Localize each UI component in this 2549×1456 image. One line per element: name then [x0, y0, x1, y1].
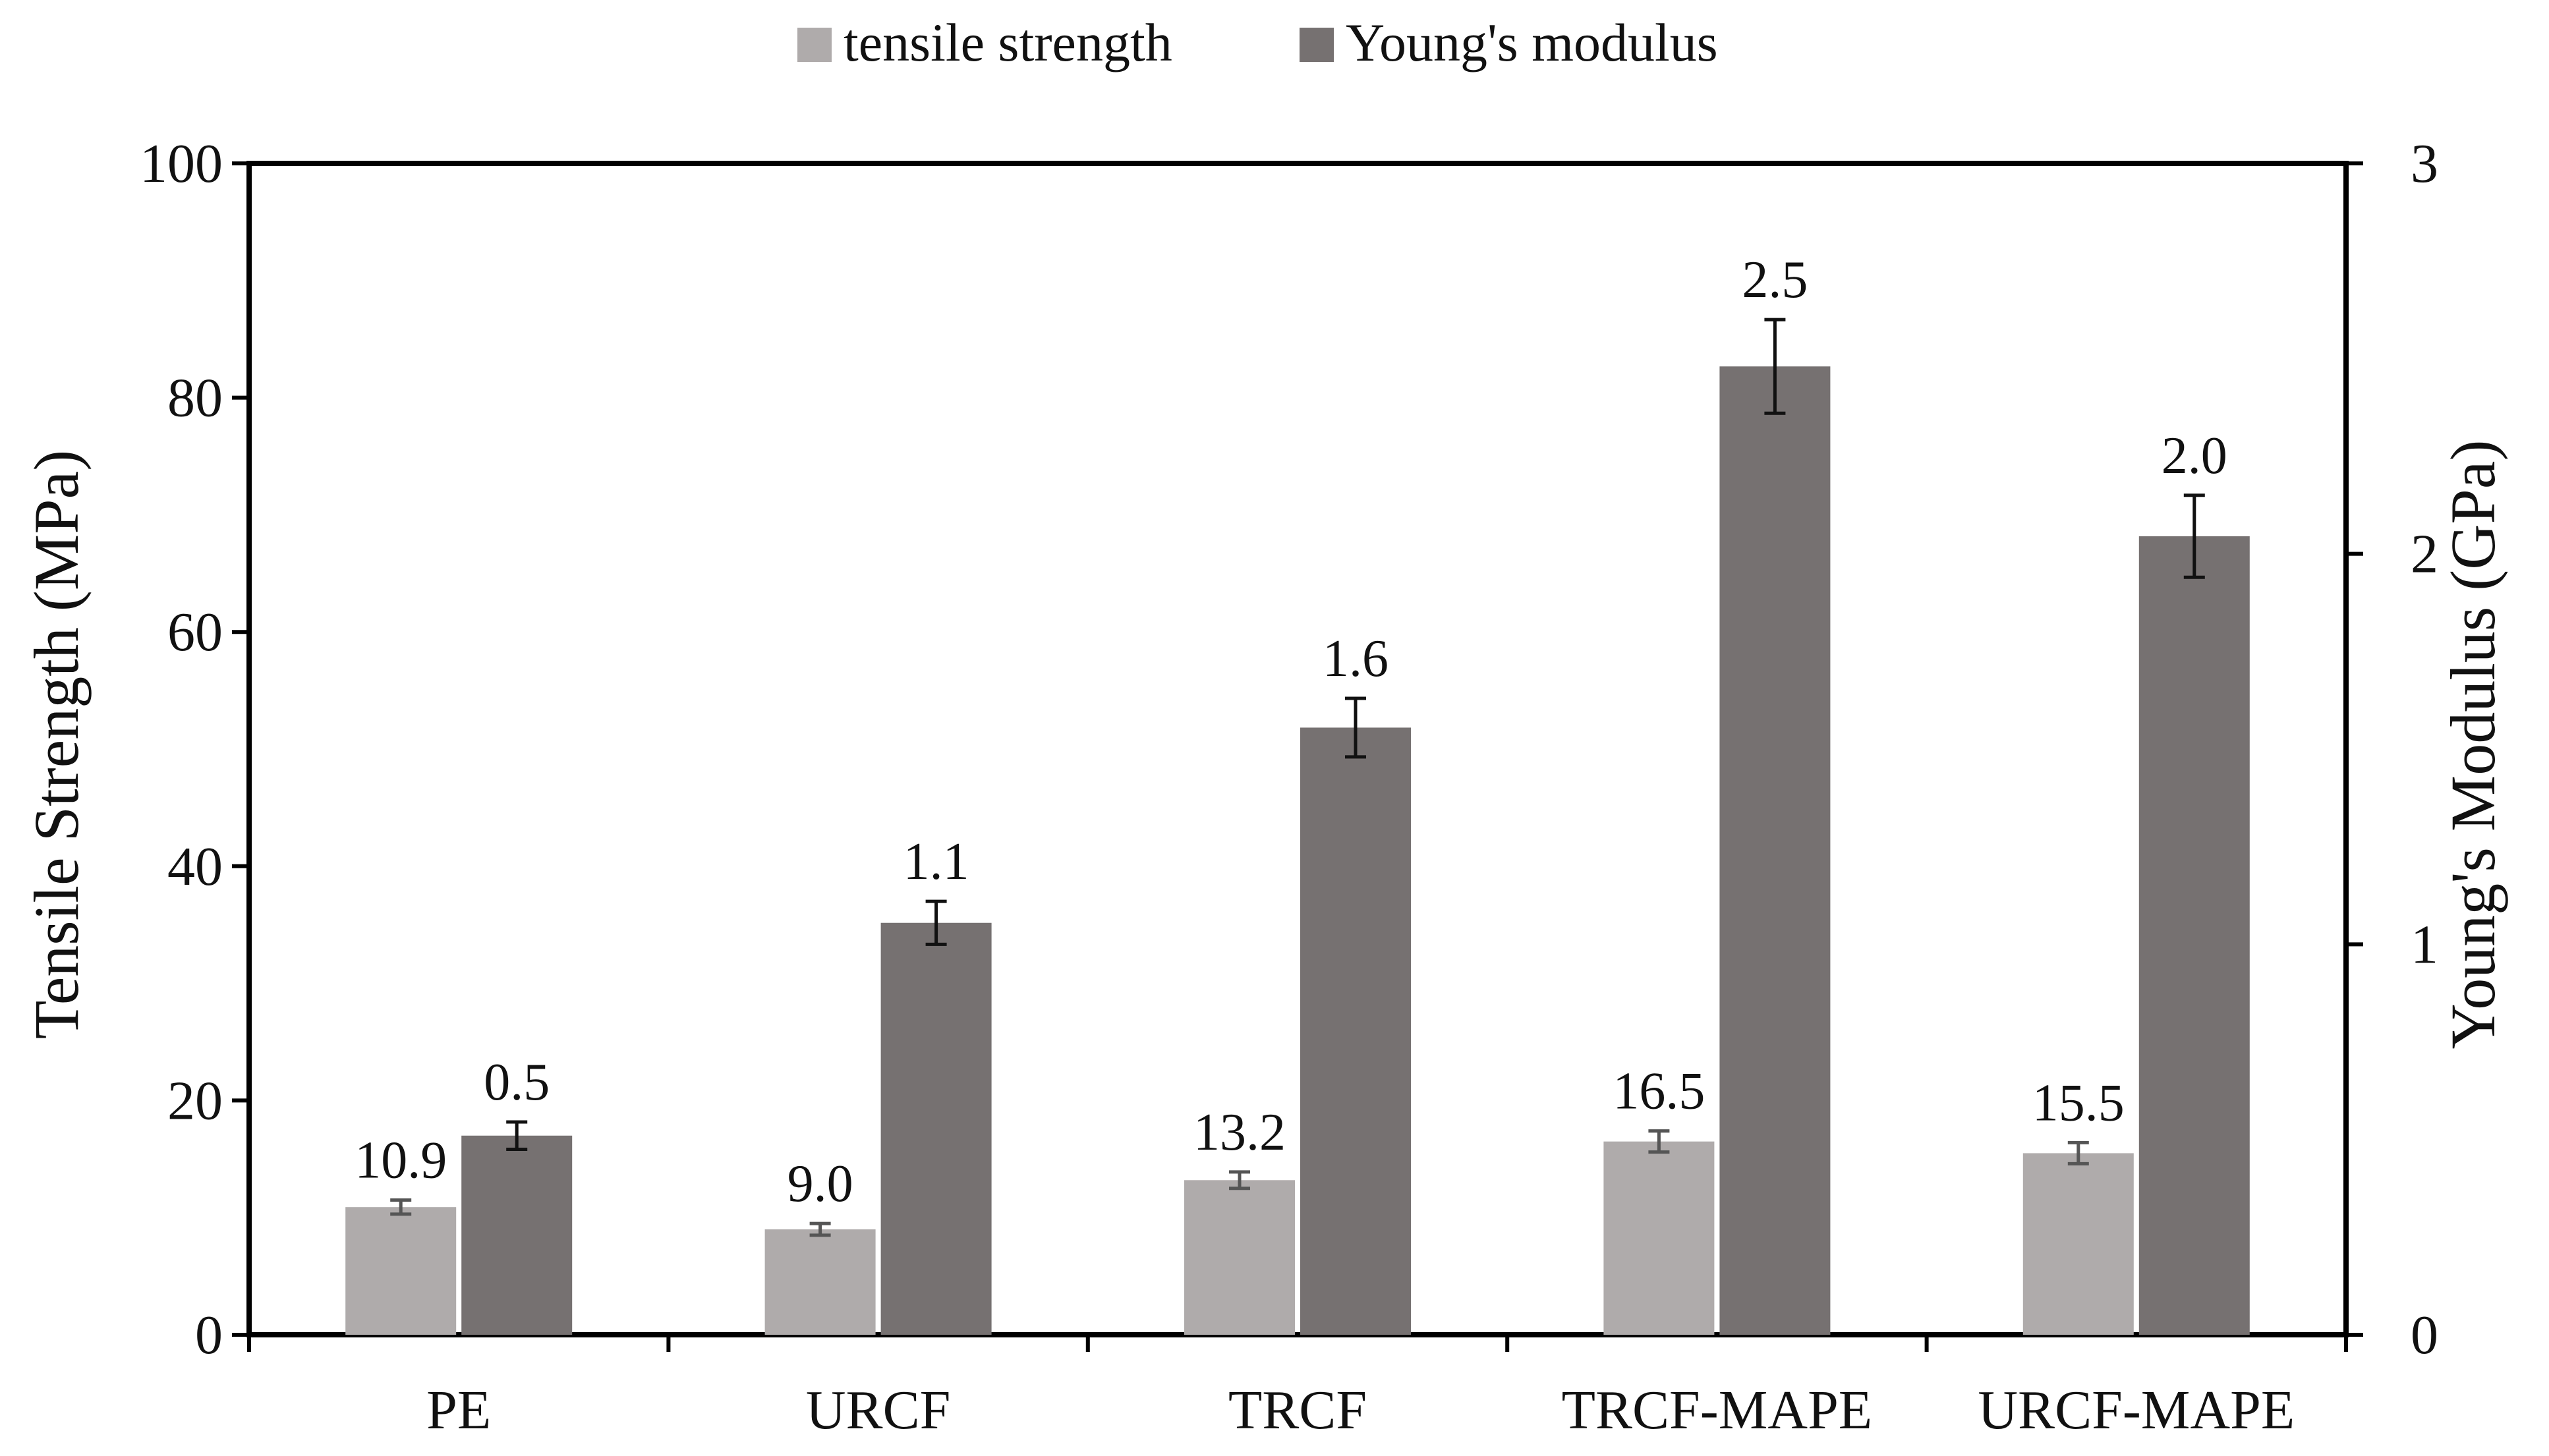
- data-label-youngs-modulus: 0.5: [484, 1053, 550, 1111]
- y-tick-label: 80: [167, 368, 223, 429]
- bar-tensile-strength: [1603, 1141, 1715, 1335]
- x-category-label: TRCF-MAPE: [1562, 1380, 1872, 1441]
- bar-youngs-modulus: [1719, 366, 1831, 1335]
- y2-axis-title: Young's Modulus (GPa): [2438, 439, 2508, 1049]
- legend-swatch-youngs-modulus: [1300, 28, 1334, 62]
- bar-youngs-modulus: [461, 1135, 573, 1335]
- right-axis: 0 1 2 3: [2346, 133, 2438, 1366]
- data-label-tensile-strength: 9.0: [788, 1155, 853, 1213]
- data-label-tensile-strength: 10.9: [355, 1132, 447, 1190]
- legend-swatch-tensile-strength: [797, 28, 832, 62]
- bar-tensile-strength: [345, 1207, 457, 1335]
- bar-youngs-modulus: [2138, 536, 2250, 1335]
- y-tick-label: 0: [195, 1304, 223, 1366]
- data-label-tensile-strength: 13.2: [1193, 1104, 1286, 1162]
- y2-tick-label: 3: [2411, 133, 2438, 194]
- x-category-label: URCF: [806, 1380, 950, 1441]
- data-label-youngs-modulus: 2.5: [1742, 251, 1808, 309]
- bar-youngs-modulus: [880, 922, 992, 1335]
- data-label-youngs-modulus: 1.1: [903, 833, 969, 891]
- left-axis: 0 20 40 60 80 100: [140, 133, 249, 1366]
- legend: tensile strength Young's modulus: [797, 13, 1718, 72]
- x-category-label: PE: [426, 1380, 491, 1441]
- y-tick-label: 20: [167, 1070, 223, 1131]
- data-label-tensile-strength: 15.5: [2032, 1074, 2125, 1132]
- plot-frame: [246, 161, 2349, 1337]
- data-label-youngs-modulus: 2.0: [2162, 427, 2227, 485]
- y2-tick-label: 2: [2411, 524, 2438, 585]
- bar-youngs-modulus: [1300, 727, 1411, 1335]
- y-tick-label: 100: [140, 133, 223, 194]
- x-category-label: URCF-MAPE: [1978, 1380, 2295, 1441]
- bar-tensile-strength: [764, 1229, 876, 1335]
- data-label-tensile-strength: 16.5: [1613, 1063, 1705, 1121]
- y2-tick-label: 0: [2411, 1304, 2438, 1366]
- bars: 10.9 0.5 9.0 1.1 13.2 1.6 16.5 2.5 15.5 2.0: [345, 251, 2250, 1335]
- y-axis-title: Tensile Strength (MPa): [21, 450, 92, 1039]
- data-label-youngs-modulus: 1.6: [1323, 630, 1389, 688]
- legend-label-tensile-strength: tensile strength: [844, 13, 1172, 72]
- x-category-label: TRCF: [1228, 1380, 1367, 1441]
- bar-tensile-strength: [2022, 1153, 2134, 1335]
- bar-tensile-strength: [1184, 1180, 1295, 1335]
- y-tick-label: 40: [167, 836, 223, 897]
- x-axis: PE URCF TRCF TRCF-MAPE URCF-MAPE: [247, 1335, 2348, 1441]
- legend-label-youngs-modulus: Young's modulus: [1346, 13, 1718, 72]
- y-tick-label: 60: [167, 602, 223, 663]
- y2-tick-label: 1: [2411, 914, 2438, 975]
